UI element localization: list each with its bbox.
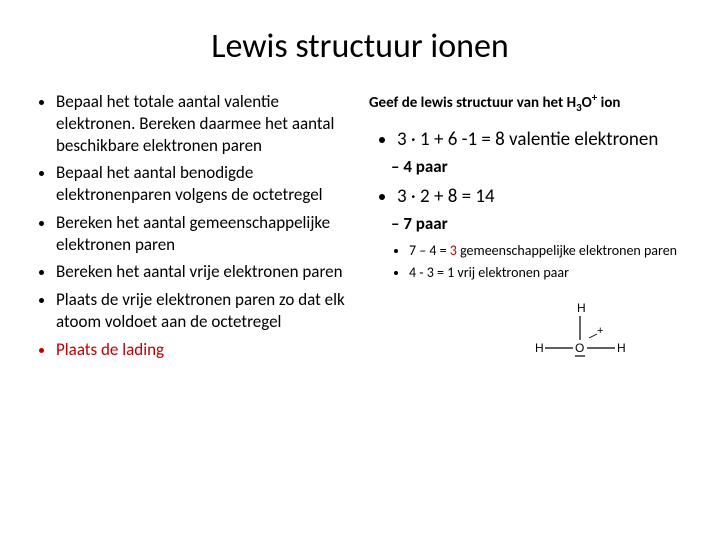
step-item: Bepaal het aantal benodigde elektronenpa… <box>56 162 351 206</box>
example-prompt: Geef de lewis structuur van het H3O+ ion <box>369 91 692 114</box>
columns: Bepaal het totale aantal valentie elektr… <box>28 91 692 380</box>
step-item-highlight: Plaats de lading <box>56 339 351 361</box>
charge-pointer <box>589 334 597 338</box>
calc-detail: 7 – 4 = 3 gemeenschappelijke elektronen … <box>409 242 692 260</box>
step-item: Bereken het aantal vrije elektronen pare… <box>56 261 351 283</box>
calc-substep: 4 paar <box>391 156 692 177</box>
atom-h-label: H <box>617 341 626 355</box>
steps-list: Bepaal het totale aantal valentie elektr… <box>38 91 351 360</box>
calc-step: 3 · 2 + 8 = 14 <box>397 185 692 209</box>
calc-substep: 7 paar <box>391 213 692 234</box>
calc-text: gemeenschappelijke elektronen paren <box>457 242 677 259</box>
prompt-text: O <box>582 94 592 112</box>
lewis-diagram: H H O H + <box>529 300 629 380</box>
atom-o-label: O <box>575 341 584 355</box>
calc-text: 7 – 4 = <box>409 242 450 259</box>
step-item: Plaats de vrije elektronen paren zo dat … <box>56 289 351 333</box>
calc-list: 3 · 1 + 6 -1 = 8 valentie elektronen <box>379 128 692 152</box>
right-column: Geef de lewis structuur van het H3O+ ion… <box>369 91 692 380</box>
calc-sublist: 4 paar <box>391 156 692 177</box>
atom-h-label: H <box>577 301 586 315</box>
calc-step: 3 · 1 + 6 -1 = 8 valentie elektronen <box>397 128 692 152</box>
lewis-svg: H H O H + <box>529 300 629 380</box>
calc-detail-list: 7 – 4 = 3 gemeenschappelijke elektronen … <box>393 242 692 282</box>
slide: Lewis structuur ionen Bepaal het totale … <box>0 0 720 540</box>
left-column: Bepaal het totale aantal valentie elektr… <box>28 91 351 380</box>
calc-list: 3 · 2 + 8 = 14 <box>379 185 692 209</box>
prompt-text: Geef de lewis structuur van het H <box>369 94 576 112</box>
step-item: Bereken het aantal gemeenschappelijke el… <box>56 212 351 256</box>
charge-label: + <box>597 325 603 337</box>
step-item: Bepaal het totale aantal valentie elektr… <box>56 91 351 156</box>
calc-sublist: 7 paar <box>391 213 692 234</box>
slide-title: Lewis structuur ionen <box>28 26 692 67</box>
prompt-text: ion <box>597 94 620 112</box>
atom-h-label: H <box>535 341 544 355</box>
calc-detail: 4 - 3 = 1 vrij elektronen paar <box>409 264 692 282</box>
calc-red-value: 3 <box>450 242 457 259</box>
